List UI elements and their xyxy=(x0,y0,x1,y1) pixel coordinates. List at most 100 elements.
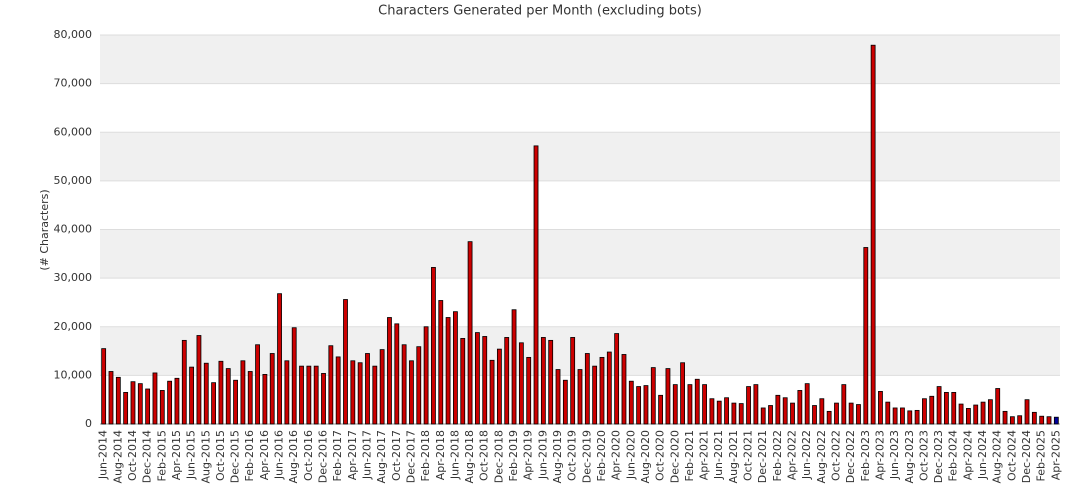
bar xyxy=(167,380,173,425)
bar xyxy=(328,345,334,425)
bar xyxy=(694,378,700,425)
y-tick-label: 60,000 xyxy=(54,125,93,138)
x-tick-label: Aug-2015 xyxy=(199,430,212,483)
x-tick-label: Aug-2020 xyxy=(639,430,652,483)
x-tick-label: Jun-2018 xyxy=(448,430,461,480)
bar xyxy=(145,388,151,425)
bar xyxy=(1002,410,1008,425)
x-tick-label: Feb-2021 xyxy=(683,430,696,481)
x-tick-label: Oct-2014 xyxy=(126,430,139,481)
x-tick-label: Jun-2015 xyxy=(185,430,198,480)
x-tick-label: Oct-2016 xyxy=(302,430,315,481)
bar xyxy=(453,311,458,425)
bar xyxy=(115,376,121,425)
x-tick-label: Oct-2023 xyxy=(917,430,930,481)
bar xyxy=(958,403,964,425)
x-tick-label: Feb-2025 xyxy=(1035,430,1048,481)
bar xyxy=(137,383,143,425)
bar xyxy=(174,377,180,425)
bar xyxy=(577,369,583,425)
x-tick-label: Feb-2017 xyxy=(331,430,344,481)
bar xyxy=(482,336,488,425)
x-tick-label: Apr-2025 xyxy=(1049,430,1062,480)
x-tick-label: Dec-2020 xyxy=(668,430,681,483)
bar xyxy=(357,362,363,425)
bar xyxy=(350,360,356,425)
bar xyxy=(892,407,898,425)
bar xyxy=(643,385,649,425)
x-tick-label: Jun-2021 xyxy=(712,430,725,480)
bar xyxy=(343,299,348,425)
bar xyxy=(233,379,238,425)
bar xyxy=(306,365,312,425)
bar xyxy=(159,390,165,425)
bar xyxy=(782,397,788,425)
bar xyxy=(196,335,202,425)
x-tick-label: Dec-2023 xyxy=(932,430,945,483)
bar xyxy=(870,44,876,425)
bar xyxy=(526,356,532,425)
bar xyxy=(936,386,942,425)
x-tick-label: Apr-2019 xyxy=(522,430,535,480)
bar xyxy=(650,367,656,425)
bar xyxy=(687,384,693,425)
bar xyxy=(1053,416,1059,425)
bar xyxy=(797,390,803,425)
x-tick-label: Aug-2018 xyxy=(463,430,476,483)
bar xyxy=(819,398,825,425)
x-tick-label: Dec-2021 xyxy=(756,430,769,483)
x-tick-label: Oct-2024 xyxy=(1005,430,1018,481)
grid-band xyxy=(100,326,1060,376)
bar xyxy=(980,401,986,425)
grid-band xyxy=(100,229,1060,279)
x-tick-label: Apr-2021 xyxy=(698,430,711,480)
bar xyxy=(438,300,444,425)
bar xyxy=(606,351,612,425)
bar xyxy=(299,365,304,425)
bar xyxy=(489,359,495,425)
bar xyxy=(313,365,319,425)
bar xyxy=(518,342,524,425)
bar xyxy=(475,332,480,425)
bar xyxy=(1024,399,1030,425)
x-tick-label: Apr-2017 xyxy=(346,430,359,480)
bar xyxy=(511,309,517,425)
y-tick-label: 80,000 xyxy=(54,28,93,41)
bar xyxy=(716,400,722,425)
bar xyxy=(826,410,832,425)
bar xyxy=(929,395,935,425)
x-tick-label: Dec-2015 xyxy=(229,430,242,483)
x-tick-label: Jun-2014 xyxy=(97,430,110,480)
y-tick-label: 0 xyxy=(85,417,92,430)
x-tick-label: Feb-2022 xyxy=(771,430,784,481)
bar xyxy=(834,402,839,425)
x-tick-label: Aug-2022 xyxy=(815,430,828,483)
bar xyxy=(123,391,129,425)
y-tick-label: 30,000 xyxy=(54,271,93,284)
bar xyxy=(570,337,576,425)
bar xyxy=(189,366,195,425)
y-tick-label: 10,000 xyxy=(54,368,93,381)
x-tick-label: Aug-2014 xyxy=(111,430,124,483)
bar xyxy=(914,409,920,425)
x-tick-label: Apr-2016 xyxy=(258,430,271,480)
x-tick-label: Aug-2016 xyxy=(287,430,300,483)
bar xyxy=(504,337,510,425)
bar xyxy=(445,317,451,425)
bar xyxy=(702,384,707,425)
bar xyxy=(768,405,773,425)
bar xyxy=(496,348,502,425)
grid-band xyxy=(100,132,1060,181)
chart-title: Characters Generated per Month (excludin… xyxy=(378,4,702,19)
y-tick-label: 70,000 xyxy=(54,77,93,90)
bar xyxy=(277,293,282,425)
x-tick-label: Dec-2018 xyxy=(492,430,505,483)
bar xyxy=(394,323,400,425)
x-tick-label: Apr-2023 xyxy=(873,430,886,480)
bar xyxy=(628,380,634,425)
x-tick-label: Oct-2017 xyxy=(390,430,403,481)
bar xyxy=(152,372,158,425)
bar xyxy=(416,346,422,425)
bar xyxy=(372,365,378,425)
